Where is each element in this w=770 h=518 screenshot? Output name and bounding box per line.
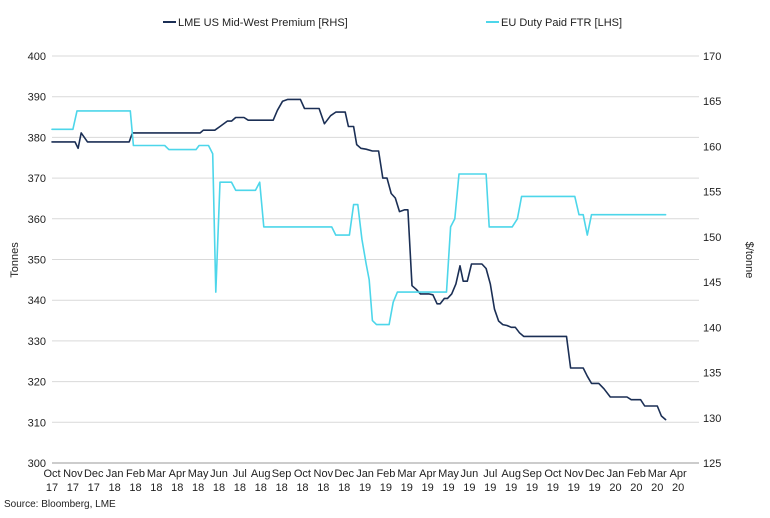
left-tick-label: 380 <box>28 132 46 144</box>
x-tick-year: 19 <box>422 482 434 494</box>
x-tick-month: May <box>188 468 209 480</box>
x-tick-month: Dec <box>84 468 104 480</box>
x-tick-month: May <box>438 468 459 480</box>
left-axis-label: Tonnes <box>9 242 21 278</box>
x-tick-year: 20 <box>672 482 684 494</box>
x-tick-year: 19 <box>463 482 475 494</box>
right-tick-label: 130 <box>703 413 721 425</box>
x-tick-month: Oct <box>294 468 311 480</box>
x-tick-year: 19 <box>442 482 454 494</box>
left-tick-label: 370 <box>28 173 46 185</box>
x-tick-month: Aug <box>501 468 521 480</box>
right-tick-label: 145 <box>703 277 721 289</box>
gridlines <box>52 55 699 423</box>
left-tick-label: 310 <box>28 417 46 429</box>
x-tick-year: 20 <box>630 482 642 494</box>
x-tick-month: Oct <box>544 468 561 480</box>
x-tick-year: 19 <box>359 482 371 494</box>
right-axis-ticks: 125 130 135 140 145 150 155 160 165 170 <box>703 51 721 470</box>
right-tick-label: 150 <box>703 232 721 244</box>
x-tick-year: 19 <box>401 482 413 494</box>
x-tick-year: 19 <box>484 482 496 494</box>
x-tick-month: Feb <box>627 468 646 480</box>
series-lines <box>51 98 667 421</box>
x-tick-year: 18 <box>171 482 183 494</box>
x-tick-month: Jan <box>356 468 374 480</box>
left-tick-label: 340 <box>28 295 46 307</box>
x-tick-year: 18 <box>317 482 329 494</box>
left-tick-label: 330 <box>28 336 46 348</box>
x-tick-year: 18 <box>108 482 120 494</box>
x-tick-month: Mar <box>397 468 416 480</box>
x-tick-year: 18 <box>296 482 308 494</box>
x-tick-month: Nov <box>564 468 584 480</box>
left-tick-label: 360 <box>28 214 46 226</box>
x-tick-year: 19 <box>568 482 580 494</box>
x-tick-month: Nov <box>314 468 334 480</box>
right-tick-label: 160 <box>703 141 721 153</box>
legend: LME US Mid-West Premium [RHS] EU Duty Pa… <box>163 17 622 29</box>
left-tick-label: 390 <box>28 92 46 104</box>
x-tick-month: Jul <box>233 468 247 480</box>
right-tick-label: 140 <box>703 322 721 334</box>
legend-label-midwest: LME US Mid-West Premium [RHS] <box>178 17 348 29</box>
left-axis-ticks: 300 310 320 330 340 350 360 370 380 390 400 <box>28 51 46 470</box>
right-tick-label: 165 <box>703 96 721 108</box>
legend-label-eu: EU Duty Paid FTR [LHS] <box>501 17 622 29</box>
left-tick-label: 400 <box>28 51 46 63</box>
x-tick-month: Sep <box>522 468 542 480</box>
x-tick-month: Dec <box>334 468 354 480</box>
x-tick-year: 19 <box>505 482 517 494</box>
x-tick-month: Jan <box>607 468 625 480</box>
x-tick-month: Mar <box>648 468 667 480</box>
right-axis-label: $/tonne <box>743 242 755 279</box>
x-tick-month: Apr <box>670 468 687 480</box>
x-tick-year: 18 <box>150 482 162 494</box>
x-tick-year: 18 <box>213 482 225 494</box>
series-line-midwest-premium <box>51 98 667 421</box>
x-tick-month: Jun <box>210 468 228 480</box>
x-tick-month: Sep <box>272 468 292 480</box>
x-tick-year: 18 <box>192 482 204 494</box>
source-note: Source: Bloomberg, LME <box>4 499 116 510</box>
left-tick-label: 320 <box>28 377 46 389</box>
x-tick-year: 18 <box>255 482 267 494</box>
x-tick-year: 17 <box>46 482 58 494</box>
x-tick-year: 20 <box>609 482 621 494</box>
x-tick-month: Apr <box>419 468 436 480</box>
x-tick-month: Feb <box>126 468 145 480</box>
x-tick-month: Jul <box>483 468 497 480</box>
x-axis-ticks: Oct 17 Nov 17 Dec 17 Jan 18 Feb 18 Mar 18 Apr 18 May 18… <box>43 468 687 494</box>
x-tick-year: 18 <box>275 482 287 494</box>
x-tick-year: 20 <box>651 482 663 494</box>
series-line-eu-duty-paid <box>51 110 667 326</box>
left-tick-label: 300 <box>28 458 46 470</box>
right-tick-label: 155 <box>703 187 721 199</box>
x-tick-month: Feb <box>376 468 395 480</box>
x-tick-month: Apr <box>169 468 186 480</box>
x-tick-month: Dec <box>585 468 605 480</box>
x-tick-year: 18 <box>234 482 246 494</box>
x-tick-month: Jan <box>106 468 124 480</box>
x-tick-year: 19 <box>547 482 559 494</box>
x-tick-month: Nov <box>63 468 83 480</box>
x-tick-month: Oct <box>43 468 60 480</box>
right-tick-label: 170 <box>703 51 721 63</box>
x-tick-year: 18 <box>129 482 141 494</box>
x-tick-month: Mar <box>147 468 166 480</box>
x-tick-year: 18 <box>338 482 350 494</box>
x-tick-year: 17 <box>67 482 79 494</box>
x-tick-year: 19 <box>589 482 601 494</box>
right-tick-label: 135 <box>703 368 721 380</box>
x-tick-month: Jun <box>461 468 479 480</box>
x-tick-year: 17 <box>88 482 100 494</box>
right-tick-label: 125 <box>703 458 721 470</box>
left-tick-label: 350 <box>28 255 46 267</box>
x-tick-month: Aug <box>251 468 271 480</box>
x-tick-year: 19 <box>526 482 538 494</box>
x-tick-year: 19 <box>380 482 392 494</box>
